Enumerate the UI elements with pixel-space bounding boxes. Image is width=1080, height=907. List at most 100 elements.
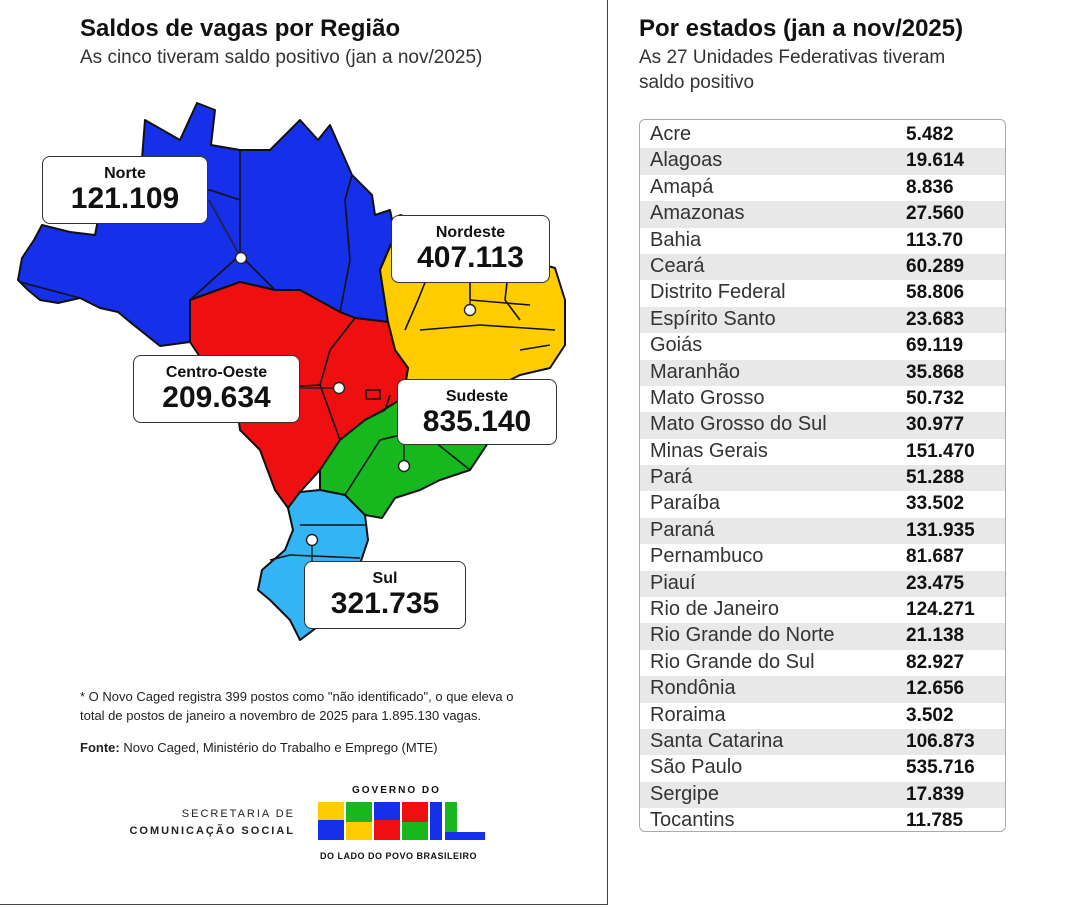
- state-name: Mato Grosso do Sul: [650, 413, 827, 436]
- state-value: 151.470: [906, 440, 975, 462]
- state-name: São Paulo: [650, 756, 743, 779]
- table-row: Sergipe 17.839: [640, 781, 1005, 809]
- table-row: Ceará 60.289: [640, 253, 1005, 281]
- state-value: 50.732: [906, 387, 965, 409]
- region-name: Norte: [104, 165, 146, 182]
- table-row: Pará 51.288: [640, 465, 1005, 492]
- region-label-nordeste: Nordeste 407.113: [391, 215, 550, 283]
- state-value: 82.927: [906, 651, 965, 673]
- source-note: Fonte: Novo Caged, Ministério do Trabalh…: [80, 738, 438, 757]
- states-panel: Por estados (jan a nov/2025) As 27 Unida…: [608, 0, 1080, 907]
- state-name: Alagoas: [650, 149, 723, 172]
- table-row: Mato Grosso 50.732: [640, 386, 1005, 412]
- state-value: 113.70: [906, 229, 964, 251]
- state-value: 23.683: [906, 308, 965, 330]
- region-label-sul: Sul 321.735: [304, 561, 466, 629]
- state-name: Goiás: [650, 334, 703, 357]
- state-name: Espírito Santo: [650, 307, 776, 330]
- table-row: Bahia 113.70: [640, 228, 1005, 254]
- state-value: 131.935: [906, 519, 975, 541]
- states-title: Por estados (jan a nov/2025): [639, 15, 964, 42]
- regions-title: Saldos de vagas por Região: [80, 15, 401, 42]
- state-value: 23.475: [906, 572, 965, 594]
- state-name: Paraíba: [650, 492, 721, 515]
- region-label-centro-oeste: Centro-Oeste 209.634: [133, 355, 300, 423]
- table-row: São Paulo 535.716: [640, 755, 1005, 781]
- state-name: Pernambuco: [650, 545, 764, 568]
- region-name: Centro-Oeste: [165, 364, 268, 381]
- table-row: Acre 5.482: [640, 122, 1005, 148]
- secom-logo-text: SECRETARIA DE COMUNICAÇÃO SOCIAL: [120, 806, 295, 840]
- region-value: 121.109: [70, 182, 180, 215]
- table-row: Amazonas 27.560: [640, 201, 1005, 228]
- state-name: Piauí: [650, 571, 696, 594]
- state-name: Rondônia: [650, 677, 736, 700]
- region-value: 407.113: [417, 241, 524, 274]
- source-text: Novo Caged, Ministério do Trabalho e Emp…: [119, 740, 438, 755]
- table-row: Rondônia 12.656: [640, 676, 1005, 703]
- state-name: Ceará: [650, 254, 705, 277]
- regions-panel: Saldos de vagas por Região As cinco tive…: [0, 0, 608, 905]
- state-name: Roraima: [650, 703, 726, 726]
- table-row: Paraná 131.935: [640, 517, 1005, 545]
- state-name: Rio Grande do Norte: [650, 624, 835, 647]
- state-value: 11.785: [906, 810, 964, 832]
- state-value: 51.288: [906, 467, 965, 489]
- state-value: 535.716: [906, 757, 975, 779]
- table-row: Piauí 23.475: [640, 570, 1005, 598]
- states-subtitle: As 27 Unidades Federativas tiveram saldo…: [639, 45, 945, 95]
- state-value: 27.560: [906, 203, 965, 225]
- gov-tagline: DO LADO DO POVO BRASILEIRO: [320, 851, 478, 861]
- state-value: 17.839: [906, 783, 965, 805]
- table-row: Espírito Santo 23.683: [640, 306, 1005, 334]
- state-value: 35.868: [906, 361, 965, 383]
- state-name: Maranhão: [650, 360, 741, 383]
- table-row: Tocantins 11.785: [640, 808, 1005, 832]
- states-subtitle-line2: saldo positivo: [639, 72, 755, 93]
- state-value: 58.806: [906, 282, 965, 304]
- state-value: 124.271: [906, 599, 975, 621]
- secom-line2: COMUNICAÇÃO SOCIAL: [129, 825, 295, 837]
- table-row: Rio Grande do Norte 21.138: [640, 623, 1005, 650]
- state-name: Tocantins: [650, 809, 735, 832]
- state-name: Mato Grosso: [650, 386, 765, 409]
- state-value: 5.482: [906, 124, 954, 145]
- region-value: 209.634: [162, 381, 271, 414]
- table-row: Alagoas 19.614: [640, 148, 1005, 175]
- table-row: Rio Grande do Sul 82.927: [640, 650, 1005, 676]
- region-name: Sul: [372, 570, 398, 587]
- table-row: Mato Grosso do Sul 30.977: [640, 412, 1005, 439]
- state-value: 69.119: [906, 335, 964, 357]
- distrito-federal-shape: [365, 389, 381, 400]
- state-value: 21.138: [906, 625, 965, 647]
- table-row: Roraima 3.502: [640, 703, 1005, 729]
- state-name: Santa Catarina: [650, 729, 784, 752]
- region-label-sudeste: Sudeste 835.140: [397, 379, 557, 445]
- table-row: Rio de Janeiro 124.271: [640, 597, 1005, 623]
- state-name: Acre: [650, 123, 692, 145]
- state-name: Rio Grande do Sul: [650, 650, 815, 673]
- table-row: Santa Catarina 106.873: [640, 728, 1005, 756]
- state-name: Amazonas: [650, 202, 745, 225]
- table-row: Goiás 69.119: [640, 333, 1005, 359]
- regions-subtitle: As cinco tiveram saldo positivo (jan a n…: [80, 47, 483, 68]
- table-row: Maranhão 35.868: [640, 359, 1005, 386]
- footnote-line2: total de postos de janeiro a novembro de…: [80, 708, 482, 723]
- table-row: Amapá 8.836: [640, 175, 1005, 201]
- state-name: Amapá: [650, 175, 714, 198]
- states-subtitle-line1: As 27 Unidades Federativas tiveram: [639, 47, 946, 68]
- state-value: 3.502: [906, 704, 954, 726]
- state-value: 8.836: [906, 176, 954, 198]
- region-label-norte: Norte 121.109: [42, 156, 208, 224]
- state-value: 19.614: [906, 150, 965, 172]
- state-value: 33.502: [906, 493, 965, 515]
- region-value: 321.735: [330, 587, 440, 620]
- state-name: Minas Gerais: [650, 439, 768, 462]
- governo-do-brasil-logo: [318, 802, 485, 840]
- secom-line1: SECRETARIA DE: [181, 808, 295, 820]
- state-name: Distrito Federal: [650, 281, 786, 304]
- table-row: Distrito Federal 58.806: [640, 280, 1005, 306]
- footnote: * O Novo Caged registra 399 postos como …: [80, 687, 513, 725]
- state-value: 106.873: [906, 730, 975, 752]
- state-name: Pará: [650, 466, 693, 489]
